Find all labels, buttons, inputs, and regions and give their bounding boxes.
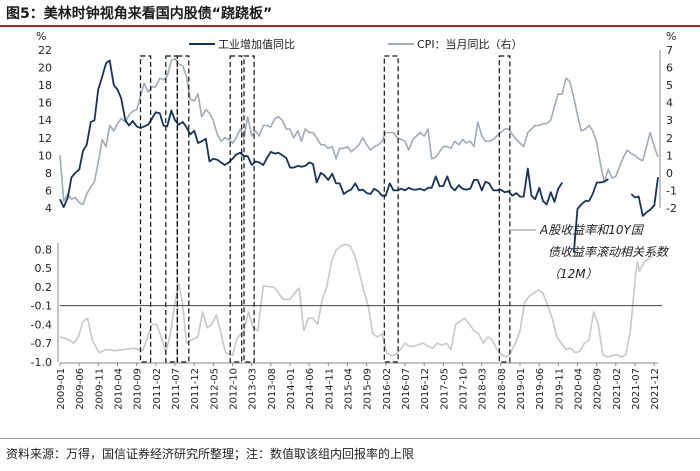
- source-rule: [0, 438, 700, 439]
- series-layer: [59, 58, 659, 358]
- x-tick-label: 2018-08: [497, 368, 508, 410]
- title-rule: [0, 25, 700, 27]
- x-tick-label: 2021-07: [631, 368, 642, 410]
- correlation-series-line: [59, 243, 659, 358]
- bottom-tick-label: 0.2: [35, 281, 53, 294]
- bottom-tick-label: 0.8: [35, 243, 53, 256]
- bottom-tick-label: -0.7: [31, 337, 52, 350]
- right-tick-label: 7: [666, 44, 673, 57]
- x-tick-label: 2017-10: [459, 368, 470, 410]
- right-unit-label: %: [666, 30, 676, 43]
- x-tick-label: 2011-02: [152, 368, 163, 410]
- left-tick-label: 14: [38, 114, 52, 127]
- x-tick-label: 2011-07: [171, 368, 182, 410]
- x-tick-label: 2012-10: [229, 368, 240, 410]
- right-tick-label: 5: [666, 79, 673, 92]
- x-tick-label: 2012-05: [209, 368, 220, 410]
- bottom-tick-label: 0.5: [35, 262, 53, 275]
- left-tick-label: 16: [38, 97, 52, 110]
- x-tick-label: 2016-12: [420, 368, 431, 410]
- x-tick-label: 2017-05: [439, 368, 450, 410]
- cpi-series-line: [59, 58, 659, 206]
- x-tick-label: 2013-08: [267, 368, 278, 410]
- highlight-box: [176, 55, 190, 363]
- x-tick-label: 2015-04: [344, 368, 355, 410]
- x-tick-label: 2010-09: [133, 368, 144, 410]
- highlight-box: [383, 55, 399, 363]
- x-tick-label: 2014-01: [286, 368, 297, 410]
- left-tick-label: 18: [38, 79, 52, 92]
- x-tick-label: 2013-03: [248, 368, 259, 410]
- figure-title: 图5：美林时钟视角来看国内股债“跷跷板”: [6, 6, 273, 22]
- axes: % %46810121416182022-2-1012345670.80.50.2…: [31, 30, 677, 410]
- right-tick-label: -2: [666, 202, 677, 215]
- correlation-legend-label: A股收益率和10Y国债收益率滚动相关系数（12M）: [539, 223, 670, 281]
- highlight-box: [498, 55, 511, 363]
- right-tick-label: 4: [666, 97, 673, 110]
- industry-series-line: [59, 59, 659, 253]
- x-tick-label: 2019-06: [535, 368, 546, 410]
- highlight-box: [243, 55, 255, 363]
- left-tick-label: 22: [38, 44, 52, 57]
- x-tick-label: 2014-06: [305, 368, 316, 410]
- bottom-tick-label: -0.1: [31, 300, 52, 313]
- x-tick-label: 2016-07: [401, 368, 412, 410]
- right-tick-label: 1: [666, 149, 673, 162]
- right-tick-label: 2: [666, 132, 673, 145]
- x-tick-label: 2010-04: [114, 368, 125, 410]
- highlight-box: [165, 55, 178, 363]
- right-tick-label: -1: [666, 184, 677, 197]
- x-tick-label: 2009-11: [94, 368, 105, 410]
- x-tick-label: 2016-02: [382, 368, 393, 410]
- x-tick-label: 2019-11: [554, 368, 565, 410]
- x-tick-label: 2021-12: [650, 368, 661, 410]
- x-tick-label: 2018-03: [478, 368, 489, 410]
- left-tick-label: 10: [38, 149, 52, 162]
- left-tick-label: 12: [38, 132, 52, 145]
- left-tick-label: 6: [45, 184, 52, 197]
- left-tick-label: 20: [38, 62, 52, 75]
- x-tick-label: 2009-06: [75, 368, 86, 410]
- x-tick-label: 2014-11: [324, 368, 335, 410]
- bottom-tick-label: -1.0: [31, 356, 52, 369]
- left-tick-label: 4: [45, 202, 52, 215]
- legend: 工业增加值同比 CPI：当月同比（右） A股收益率和10Y国债收益率滚动相关系数（1…: [189, 37, 670, 281]
- source-note: 资料来源：万得，国信证券经济研究所整理；注：数值取该组内回报率的上限: [6, 447, 415, 461]
- right-tick-label: 0: [666, 167, 673, 180]
- right-tick-label: 6: [666, 62, 673, 75]
- x-tick-label: 2011-12: [190, 368, 201, 410]
- x-tick-label: 2015-09: [363, 368, 374, 410]
- left-unit-label: %: [36, 30, 46, 43]
- right-tick-label: 3: [666, 114, 673, 127]
- left-tick-label: 8: [45, 167, 52, 180]
- x-tick-label: 2021-02: [612, 368, 623, 410]
- highlight-box: [229, 55, 243, 363]
- x-tick-label: 2020-04: [574, 368, 585, 410]
- highlight-boxes: [139, 55, 511, 363]
- highlight-box: [139, 55, 152, 363]
- cpi-legend-label: CPI：当月同比（右）: [417, 37, 523, 51]
- x-tick-label: 2020-09: [593, 368, 604, 410]
- bottom-tick-label: -0.4: [31, 318, 52, 331]
- x-tick-label: 2019-01: [516, 368, 527, 410]
- chart-svg: % %46810121416182022-2-1012345670.80.50.2…: [31, 30, 677, 410]
- x-tick-label: 2009-01: [56, 368, 67, 410]
- industry-legend-label: 工业增加值同比: [218, 37, 295, 51]
